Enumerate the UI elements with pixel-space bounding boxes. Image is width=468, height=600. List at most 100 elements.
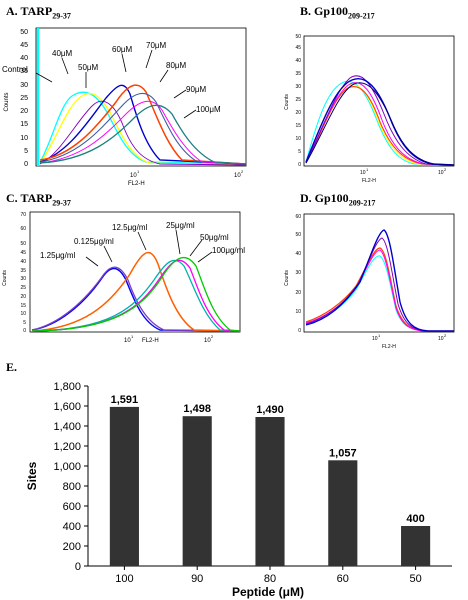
panel-c-arrow-12.5 — [137, 231, 147, 251]
panel-a-title-text: A. TARP — [6, 4, 53, 18]
bar-80 — [255, 417, 285, 566]
chart-e-ytick-label: 1,000 — [53, 461, 81, 473]
panel-a-label-40: 40μM — [52, 49, 73, 58]
panel-a-ytick: 45 — [20, 42, 28, 49]
panel-a-label-60: 60μM — [112, 45, 133, 54]
panel-c-curve-4 — [31, 259, 241, 332]
panel-d-curve-4 — [305, 237, 454, 332]
panel-c-label-12.5: 12.5μg/ml — [112, 223, 148, 232]
panel-d-xtick: 10 — [372, 336, 378, 342]
panel-b-xlabel: FL2-H — [362, 178, 376, 184]
chart-e-ytick-label: 200 — [63, 541, 81, 553]
panel-a-title-sub: 29-37 — [52, 11, 71, 21]
panel-a-curve-control — [39, 91, 247, 165]
panel-b-curve-7 — [305, 82, 455, 166]
panel-c-ytick: 50 — [20, 241, 26, 247]
panel-b-plot-frame — [303, 35, 455, 167]
panel-c-xtick-exponent: 1 — [131, 334, 134, 339]
chart-e-bars: 1,591 100 1,498 90 1,490 80 1,057 60 400 50 — [109, 394, 431, 585]
panel-d-ytick: 50 — [295, 232, 301, 238]
chart-e-ytick-label: 1,200 — [53, 441, 81, 453]
panel-d-ytick: 20 — [295, 290, 301, 296]
panel-c-title-text: C. TARP — [6, 191, 53, 205]
panel-b-ylabel: Counts — [284, 94, 290, 110]
panel-b-ytick: 25 — [295, 97, 301, 103]
bar-value-label: 1,498 — [183, 403, 211, 415]
panel-a-histogram: Counts 0 5 10 15 20 25 30 35 40 45 50 10… — [2, 27, 247, 187]
bar-value-label: 400 — [406, 513, 424, 525]
panel-c-label-100: 100μg/ml — [212, 246, 245, 255]
bar-50 — [401, 526, 431, 566]
panel-a-curve-80 — [39, 92, 247, 165]
chart-e-ytick-label: 0 — [75, 561, 81, 573]
panel-a-ytick: 30 — [20, 82, 28, 89]
panel-a-arrow-100 — [183, 109, 197, 119]
panel-b-ytick: 20 — [295, 110, 301, 116]
panel-c-curve-6 — [31, 256, 241, 332]
panel-c-ytick: 30 — [20, 276, 26, 282]
chart-e-ytick-label: 800 — [63, 481, 81, 493]
panel-a-label-50: 50μM — [78, 63, 99, 72]
panel-c-ytick: 40 — [20, 259, 26, 265]
chart-e-title: E. — [6, 360, 18, 374]
panel-c-label-1.25: 1.25μg/ml — [40, 251, 76, 260]
panel-b-ytick: 0 — [298, 162, 301, 168]
panel-a-label-70: 70μM — [146, 41, 167, 50]
chart-e-xlabel: Peptide (μM) — [232, 585, 304, 599]
panel-a-curve-100 — [39, 104, 247, 165]
panel-a-xlabel: FL2-H — [128, 181, 145, 187]
panel-d-xtick-exponent: 1 — [378, 333, 381, 338]
panel-a-annotations: Control 40μM 50μM 60μM 70μM 80μM 90μM 10… — [2, 41, 221, 119]
panel-d-xlabel: FL2-H — [382, 344, 396, 350]
bar-value-label: 1,591 — [111, 394, 139, 406]
panel-b-curve-6 — [305, 78, 455, 166]
chart-e-xtick-label: 100 — [115, 573, 133, 585]
panel-c-xtick-exponent: 2 — [211, 334, 214, 339]
panel-c-histogram: Counts 0 5 10 15 20 25 30 35 40 45 50 60… — [2, 211, 245, 344]
panel-b-ytick: 35 — [295, 71, 301, 77]
panel-c-arrow-0.125 — [103, 245, 113, 263]
panel-c-ytick: 15 — [20, 303, 26, 309]
panel-c-arrow-100 — [197, 251, 213, 263]
panel-a-label-80: 80μM — [166, 61, 187, 70]
panel-c-ytick: 0 — [23, 328, 26, 334]
panel-d-title-sub: 209-217 — [348, 198, 376, 208]
panel-b-ytick: 5 — [298, 149, 301, 155]
panel-b-title: B. Gp100209-217 — [300, 4, 375, 20]
panel-c-xtick: 10 — [124, 338, 131, 344]
panel-c-xtick: 10 — [204, 338, 211, 344]
panel-a-label-control: Control — [2, 65, 28, 74]
panel-a-title: A. TARP29-37 — [6, 4, 71, 20]
panel-c-ytick: 70 — [20, 212, 26, 218]
panel-b-xtick: 10 — [438, 170, 444, 176]
panel-b-title-sub: 209-217 — [348, 11, 375, 21]
chart-e-ytick-label: 1,800 — [53, 381, 81, 393]
chart-e-xtick-label: 80 — [264, 573, 276, 585]
panel-a-ytick: 35 — [20, 68, 28, 75]
panel-a-ytick: 5 — [24, 148, 28, 155]
panel-c-curve-1 — [31, 267, 241, 332]
panel-d-histogram: Counts 0 10 20 30 40 50 60 10 1 10 2 FL2… — [284, 213, 455, 350]
panel-c-xlabel: FL2-H — [142, 338, 159, 344]
panel-d-ytick: 30 — [295, 270, 301, 276]
panel-c-label-25: 25μg/ml — [166, 221, 195, 230]
bar-90 — [182, 416, 212, 566]
panel-a-ytick: 20 — [20, 108, 28, 115]
panel-c-label-0.125: 0.125μg/ml — [74, 237, 114, 246]
panel-a-xtick: 10 — [234, 173, 241, 179]
panel-c-curve-3 — [31, 251, 241, 332]
panel-d-ytick: 10 — [295, 309, 301, 315]
panel-a-arrow-70 — [145, 49, 153, 69]
panel-a-xtick-exponent: 1 — [137, 169, 140, 174]
panel-c-ytick: 35 — [20, 268, 26, 274]
panel-c-arrow-25 — [175, 229, 181, 255]
panel-b-histogram: Counts 0 5 10 15 20 25 30 35 40 45 50 10… — [284, 34, 455, 184]
panel-c-title-sub: 29-37 — [52, 198, 71, 208]
chart-e-ytick-label: 1,600 — [53, 401, 81, 413]
chart-e-ylabel: Sites — [25, 461, 39, 490]
panel-d-ytick: 60 — [295, 214, 301, 220]
panel-b-xtick-exponent: 2 — [444, 167, 447, 172]
chart-e-ytick-label: 400 — [63, 521, 81, 533]
panel-a-label-90: 90μM — [186, 85, 207, 94]
panel-c-annotations: 1.25μg/ml 0.125μg/ml 12.5μg/ml 25μg/ml 5… — [40, 221, 245, 267]
